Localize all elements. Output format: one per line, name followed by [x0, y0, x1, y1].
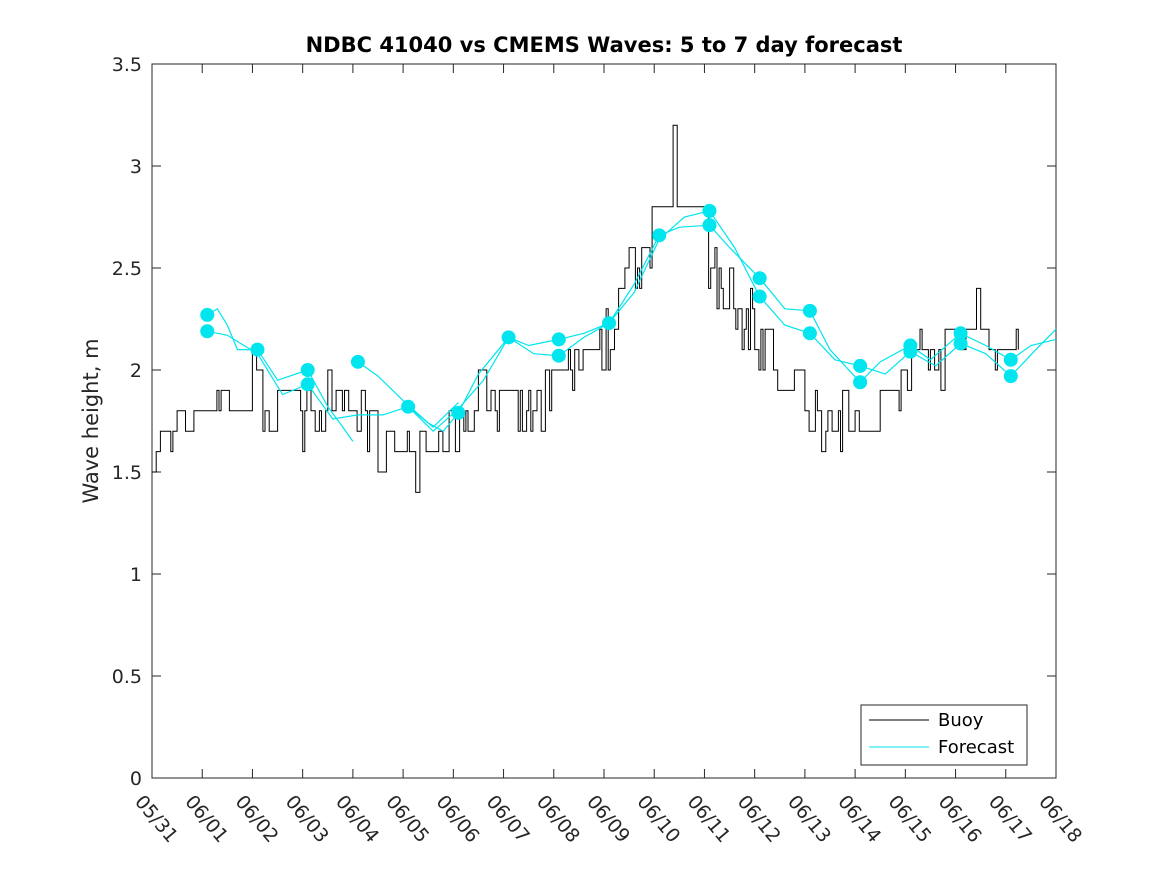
y-tick-label: 3.5: [112, 54, 142, 76]
forecast-marker: [702, 203, 717, 218]
forecast-marker: [451, 405, 466, 420]
forecast-marker: [1003, 369, 1018, 384]
y-tick-label: 0: [130, 768, 142, 790]
forecast-marker: [1003, 352, 1018, 367]
forecast-marker: [702, 218, 717, 233]
legend-forecast-label: Forecast: [938, 737, 1014, 758]
forecast-marker: [350, 354, 365, 369]
forecast-marker: [300, 363, 315, 377]
forecast-marker: [200, 307, 215, 322]
forecast-marker: [853, 375, 868, 390]
forecast-series-line: [206, 307, 354, 442]
y-tick-label: 1: [130, 564, 142, 586]
forecast-marker: [802, 326, 817, 341]
y-tick-label: 2: [130, 360, 142, 382]
forecast-marker: [752, 289, 767, 304]
forecast-marker: [853, 358, 868, 373]
forecast-marker: [953, 336, 968, 351]
y-axis-label: Wave height, m: [79, 338, 103, 503]
y-tick-label: 0.5: [112, 666, 142, 688]
legend-box: [860, 704, 1028, 766]
forecast-series-line: [207, 330, 459, 428]
legend: Buoy Forecast: [860, 704, 1028, 766]
legend-buoy-label: Buoy: [938, 710, 984, 731]
y-tick-label: 2.5: [112, 258, 142, 280]
forecast-marker: [752, 271, 767, 286]
forecast-marker: [551, 332, 566, 347]
forecast-marker: [802, 303, 817, 318]
forecast-series-line: [407, 210, 1057, 433]
forecast-marker: [903, 344, 918, 359]
y-tick-label: 1.5: [112, 462, 142, 484]
forecast-marker: [652, 228, 667, 243]
forecast-marker: [551, 348, 566, 363]
y-tick-label: 3: [130, 156, 142, 178]
forecast-marker: [300, 377, 315, 392]
chart-title: NDBC 41040 vs CMEMS Waves: 5 to 7 day fo…: [306, 33, 903, 57]
forecast-marker: [200, 324, 215, 339]
